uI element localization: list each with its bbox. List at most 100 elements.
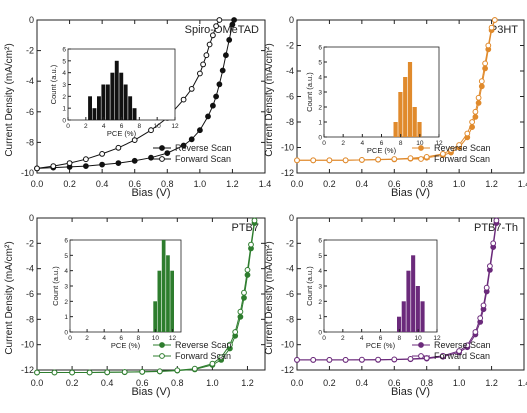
y-tick-label: -6 [286, 92, 294, 102]
x-tick-label: 1.2 [226, 179, 239, 189]
x-tick-label: 0.4 [96, 179, 109, 189]
histogram-bar [411, 255, 416, 332]
inset-y-tick-label: 3 [64, 284, 68, 291]
data-point [440, 151, 446, 157]
histogram-bar [398, 92, 403, 137]
y-tick-label: -8 [286, 314, 294, 324]
inset-x-axis-label: PCE (%) [367, 146, 397, 155]
histogram-bar [401, 301, 406, 332]
data-point [485, 42, 492, 49]
histogram-bar [393, 122, 398, 137]
inset-y-tick-label: 6 [64, 238, 68, 245]
inset-x-tick-label: 0 [66, 123, 70, 130]
inset-y-tick-label: 1 [62, 106, 66, 113]
data-point [326, 157, 333, 164]
y-tick-label: -4 [26, 76, 34, 86]
panel-3: 0.0 0.2 0.4 0.6 0.8 1.0 1.2 0 -2 -4 -6 -8 -10 -12 Bias… [4, 213, 266, 398]
inset-y-tick-label: 0 [64, 330, 68, 337]
x-tick-label: 0.6 [388, 378, 401, 388]
data-point [477, 315, 484, 322]
data-point [174, 367, 181, 374]
inset-frame [323, 239, 438, 333]
x-tick-label: 1.0 [194, 179, 207, 189]
histogram-bar [110, 72, 115, 120]
y-tick-label: -10 [281, 143, 294, 153]
y-tick-label: -12 [281, 168, 294, 178]
data-point [34, 369, 40, 376]
inset-x-tick-label: 10 [154, 123, 162, 130]
panel-title: P3HT [490, 24, 518, 36]
data-point [139, 368, 146, 375]
data-point [464, 130, 471, 137]
x-tick-label: 0.8 [161, 179, 174, 189]
data-point [104, 369, 111, 376]
data-point [491, 17, 498, 23]
inset-x-tick-label: 10 [416, 140, 424, 147]
inset-x-tick-label: 12 [433, 335, 441, 342]
inset-y-tick-label: 0 [318, 330, 322, 337]
data-point [472, 108, 479, 115]
data-point [226, 37, 233, 43]
x-tick-label: 1.4 [518, 378, 527, 388]
histogram-bar [420, 301, 425, 332]
inset-y-axis-label: Count (a.u.) [305, 266, 314, 306]
y-tick-label: -12 [281, 365, 294, 375]
data-point [99, 151, 105, 157]
data-point [66, 160, 73, 167]
data-point [115, 160, 122, 167]
x-tick-label: 0.6 [128, 179, 141, 189]
x-tick-label: 0.8 [420, 179, 433, 189]
data-point [326, 357, 333, 363]
histogram-bar [123, 84, 128, 120]
y-tick-label: 0 [29, 213, 34, 223]
inset-x-tick-label: 2 [341, 335, 345, 342]
series-forward-scan [34, 217, 258, 376]
data-point [227, 341, 233, 348]
data-point [310, 157, 317, 164]
inset-y-axis-label: Count (a.u.) [305, 72, 314, 112]
legend-marker [418, 353, 424, 359]
data-point [248, 241, 254, 248]
histogram-bar [157, 270, 162, 332]
y-tick-label: -6 [26, 107, 34, 117]
data-point [229, 21, 236, 28]
data-point [407, 356, 414, 362]
data-point [218, 354, 225, 361]
data-point [131, 157, 138, 164]
data-point [164, 150, 171, 157]
histogram-bar [97, 96, 101, 120]
data-point [188, 136, 195, 143]
data-point [148, 127, 154, 134]
data-point [480, 302, 487, 309]
inset-y-tick-label: 1 [64, 314, 68, 321]
panel-title: Spiro-OMeTAD [185, 24, 259, 36]
inset-y-tick-label: 4 [318, 268, 322, 275]
inset-y-tick-label: 5 [318, 60, 322, 67]
histogram-bar [128, 96, 133, 120]
y-tick-label: -8 [26, 314, 34, 324]
data-point [448, 147, 454, 153]
axes-frame [36, 19, 266, 174]
x-tick-label: 1.0 [453, 378, 466, 388]
y-tick-label: -12 [21, 365, 34, 375]
inset-x-tick-label: 2 [341, 140, 345, 147]
data-point [475, 94, 482, 101]
x-tick-label: 0.0 [291, 179, 304, 189]
data-point [469, 119, 476, 125]
x-tick-label: 0.2 [66, 378, 79, 388]
inset-frame [323, 46, 440, 138]
data-point [83, 156, 89, 163]
y-axis-label: Current Density (mA/cm²) [4, 43, 15, 156]
x-tick-label: 0.6 [136, 378, 149, 388]
y-tick-label: -4 [286, 66, 294, 76]
data-point [407, 155, 414, 162]
legend-label: Reverse Scan [175, 143, 232, 153]
legend-label: Forward Scan [434, 154, 490, 164]
x-tick-label: 0.0 [31, 179, 44, 189]
legend-marker [418, 156, 424, 162]
inset-y-tick-label: 5 [318, 253, 322, 260]
histogram-bar [92, 108, 97, 120]
